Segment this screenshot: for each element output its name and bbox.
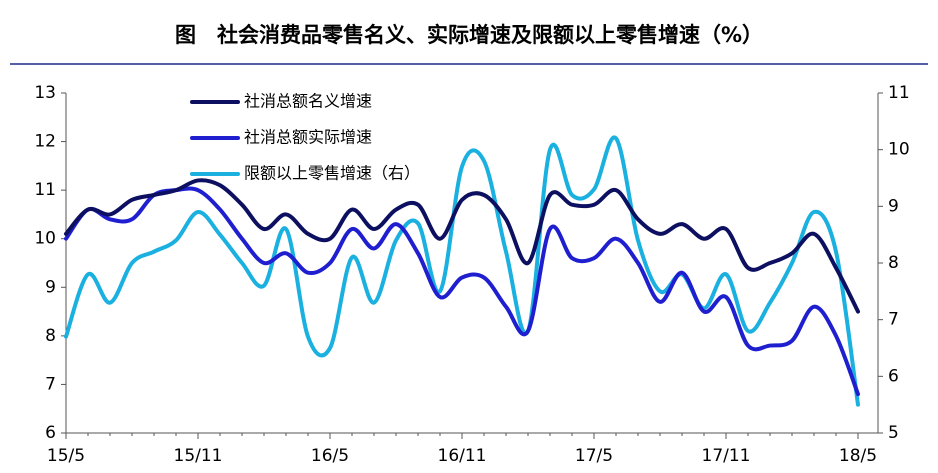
y2-tick-label: 6 [888,366,899,386]
legend-label: 社消总额实际增速 [244,128,372,147]
y2-tick-label: 11 [888,83,910,103]
series-line [64,135,860,407]
series-line [64,186,860,397]
y2-tick-label: 10 [888,140,910,160]
x-tick-label: 17/5 [575,446,613,466]
x-tick-label: 16/5 [311,446,349,466]
y-tick-label: 6 [45,423,56,443]
y2-tick-label: 9 [888,196,899,216]
y-tick-label: 8 [45,326,56,346]
y2-tick-label: 8 [888,253,899,273]
y-tick-label: 12 [34,132,56,152]
series-line [64,178,860,314]
chart-title: 图 社会消费品零售名义、实际增速及限额以上零售增速（%） [175,23,763,47]
legend-label: 社消总额名义增速 [244,92,372,111]
y2-tick-label: 5 [888,423,899,443]
y-tick-label: 13 [34,83,56,103]
x-tick-label: 17/11 [702,446,751,466]
y-tick-label: 7 [45,374,56,394]
x-tick-label: 16/11 [438,446,487,466]
x-tick-label: 15/5 [47,446,85,466]
legend-label: 限额以上零售增速（右） [244,164,420,183]
y-tick-label: 11 [34,180,56,200]
y2-tick-label: 7 [888,310,899,330]
x-tick-label: 18/5 [839,446,877,466]
y-tick-label: 10 [34,229,56,249]
x-tick-label: 15/11 [174,446,223,466]
y-tick-label: 9 [45,277,56,297]
